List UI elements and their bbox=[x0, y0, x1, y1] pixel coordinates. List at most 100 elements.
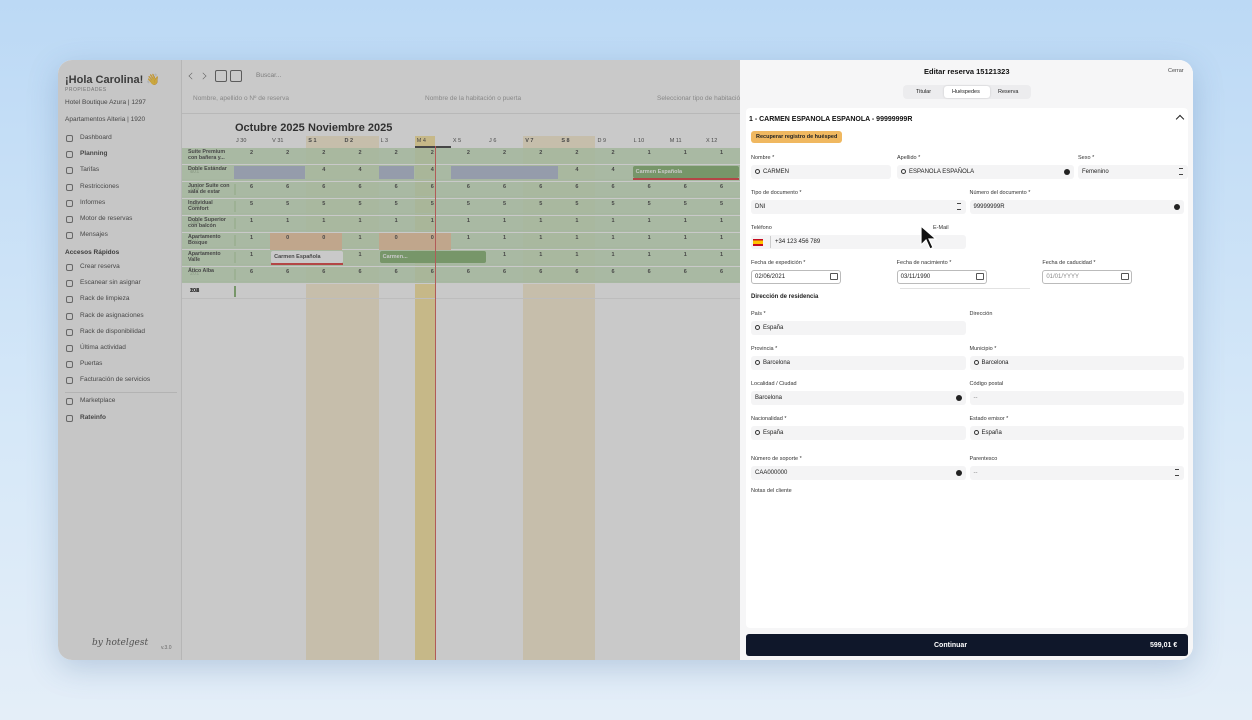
property-item[interactable]: Hotel Boutique Azura | 1297 bbox=[65, 99, 146, 106]
availability-value: 5 bbox=[575, 201, 579, 207]
group-row bbox=[182, 182, 740, 199]
filter-input[interactable]: Nombre, apellido o Nº de reserva bbox=[193, 95, 289, 102]
group-name: Suite Premium con bañera y... bbox=[188, 149, 226, 161]
tab[interactable]: Titular bbox=[916, 89, 932, 95]
field-input[interactable] bbox=[969, 426, 1184, 440]
availability-value: 2 bbox=[611, 150, 615, 156]
field-input[interactable] bbox=[969, 356, 1184, 370]
continue-button[interactable] bbox=[746, 634, 1188, 656]
field-value: DNI bbox=[755, 204, 766, 210]
field-input[interactable] bbox=[896, 270, 987, 284]
availability-cell bbox=[306, 233, 343, 250]
field-input[interactable] bbox=[969, 466, 1184, 480]
filter-input[interactable]: Seleccionar tipo de habitación bbox=[657, 95, 744, 102]
now-line bbox=[434, 146, 437, 660]
availability-value: 6 bbox=[322, 184, 326, 190]
menu-item[interactable]: Facturación de servicios bbox=[80, 376, 151, 384]
menu-item[interactable]: Escanear sin asignar bbox=[80, 279, 141, 287]
menu-item[interactable]: Puertas bbox=[80, 360, 103, 368]
availability-value: 6 bbox=[394, 269, 398, 275]
menu-icon bbox=[66, 296, 73, 304]
availability-value: 1 bbox=[647, 150, 651, 156]
continue-label: Continuar bbox=[934, 642, 968, 649]
group-name: Apartamento Bosque bbox=[188, 234, 221, 246]
day-label: L 10 bbox=[633, 138, 645, 144]
field-input[interactable] bbox=[1042, 270, 1133, 284]
calendar-btn[interactable] bbox=[215, 70, 227, 82]
menu-item[interactable]: Rateinfo bbox=[80, 414, 106, 421]
brand-footer: by hotelgest bbox=[92, 638, 149, 648]
close-button[interactable]: Cerrar bbox=[1168, 68, 1184, 74]
field-input[interactable] bbox=[969, 391, 1184, 405]
guest-header[interactable]: 1 - CARMEN ESPANOLA ESPANOLA - 99999999R bbox=[749, 116, 913, 123]
field-input[interactable] bbox=[751, 235, 966, 249]
recover-button[interactable]: Recuperar registro de huésped bbox=[751, 131, 843, 143]
field-input[interactable] bbox=[969, 200, 1184, 214]
availability-value: 1 bbox=[466, 218, 470, 224]
menu-item[interactable]: Rack de limpieza bbox=[80, 295, 130, 303]
section-divider bbox=[900, 288, 1030, 289]
availability-value: 1 bbox=[683, 218, 687, 224]
menu-item[interactable]: Tarifas bbox=[80, 166, 100, 174]
menu-item[interactable]: Dashboard bbox=[80, 134, 112, 141]
day-label: V 31 bbox=[272, 138, 284, 144]
calendar-icon bbox=[975, 273, 984, 280]
field-input[interactable] bbox=[751, 391, 966, 405]
field-value: -- bbox=[973, 395, 978, 401]
availability-value: 1 bbox=[250, 252, 254, 258]
field-input[interactable] bbox=[751, 356, 966, 370]
menu-icon bbox=[66, 183, 73, 191]
menu-item[interactable]: Rack de asignaciones bbox=[80, 311, 144, 319]
select-arrows bbox=[1175, 469, 1179, 476]
availability-cell bbox=[270, 233, 307, 250]
menu-item[interactable]: Última actividad bbox=[80, 344, 126, 351]
field-label: Sexo * bbox=[1078, 155, 1095, 161]
availability-value: 6 bbox=[611, 184, 615, 190]
availability-value: 2 bbox=[322, 150, 326, 156]
booking[interactable]: Carmen Española bbox=[632, 166, 740, 178]
field-label: Teléfono bbox=[751, 225, 772, 231]
day-label: D 9 bbox=[597, 138, 607, 144]
menu-item[interactable]: Motor de reservas bbox=[80, 215, 133, 222]
field-input[interactable] bbox=[751, 200, 966, 214]
field-input[interactable] bbox=[897, 165, 1074, 179]
booking[interactable]: Carmen... bbox=[379, 251, 487, 263]
field-input[interactable] bbox=[751, 466, 966, 480]
field-input[interactable] bbox=[751, 321, 966, 335]
menu-icon bbox=[66, 345, 73, 352]
availability-value: 5 bbox=[611, 201, 615, 207]
group-name: Doble Estándar bbox=[188, 166, 227, 172]
field-input[interactable] bbox=[751, 426, 966, 440]
availability-value: 1 bbox=[719, 252, 723, 258]
menu-item[interactable]: Restricciones bbox=[80, 182, 120, 190]
booking[interactable]: Carmen Española bbox=[271, 251, 344, 263]
availability-value: 1 bbox=[647, 218, 651, 224]
field-label: Notas del cliente bbox=[751, 488, 792, 494]
menu-item[interactable]: Planning bbox=[80, 150, 108, 158]
filter-input[interactable]: Nombre de la habitación o puerta bbox=[425, 95, 522, 102]
search[interactable]: Buscar... bbox=[256, 72, 282, 79]
tab[interactable]: Reserva bbox=[998, 89, 1019, 95]
field-label: Tipo de documento * bbox=[751, 190, 802, 196]
menu-item[interactable]: Informes bbox=[80, 198, 106, 206]
field-input[interactable] bbox=[751, 270, 841, 284]
property-item[interactable]: Apartamentos Alteria | 1920 bbox=[65, 116, 146, 123]
menu-item[interactable]: Mensajes bbox=[80, 231, 108, 239]
day-label: X 5 bbox=[452, 138, 462, 144]
availability-value: 1 bbox=[683, 252, 687, 258]
month-label: Noviembre 2025 bbox=[308, 122, 393, 134]
menu-item[interactable]: Marketplace bbox=[80, 397, 116, 404]
field-label: Provincia * bbox=[751, 346, 778, 352]
sidebar-bg bbox=[58, 60, 182, 660]
menu-item[interactable]: Crear reserva bbox=[80, 263, 120, 270]
day-label: J 30 bbox=[236, 138, 247, 144]
day-label: J 6 bbox=[489, 138, 497, 144]
version: v.3.0 bbox=[161, 645, 172, 651]
calendar-btn[interactable] bbox=[230, 70, 242, 82]
search-icon bbox=[973, 430, 979, 435]
field-input[interactable] bbox=[751, 165, 891, 179]
menu-item[interactable]: Rack de disponibilidad bbox=[80, 327, 146, 335]
field-input[interactable] bbox=[1078, 165, 1188, 179]
tab[interactable]: Huéspedes bbox=[952, 89, 980, 95]
